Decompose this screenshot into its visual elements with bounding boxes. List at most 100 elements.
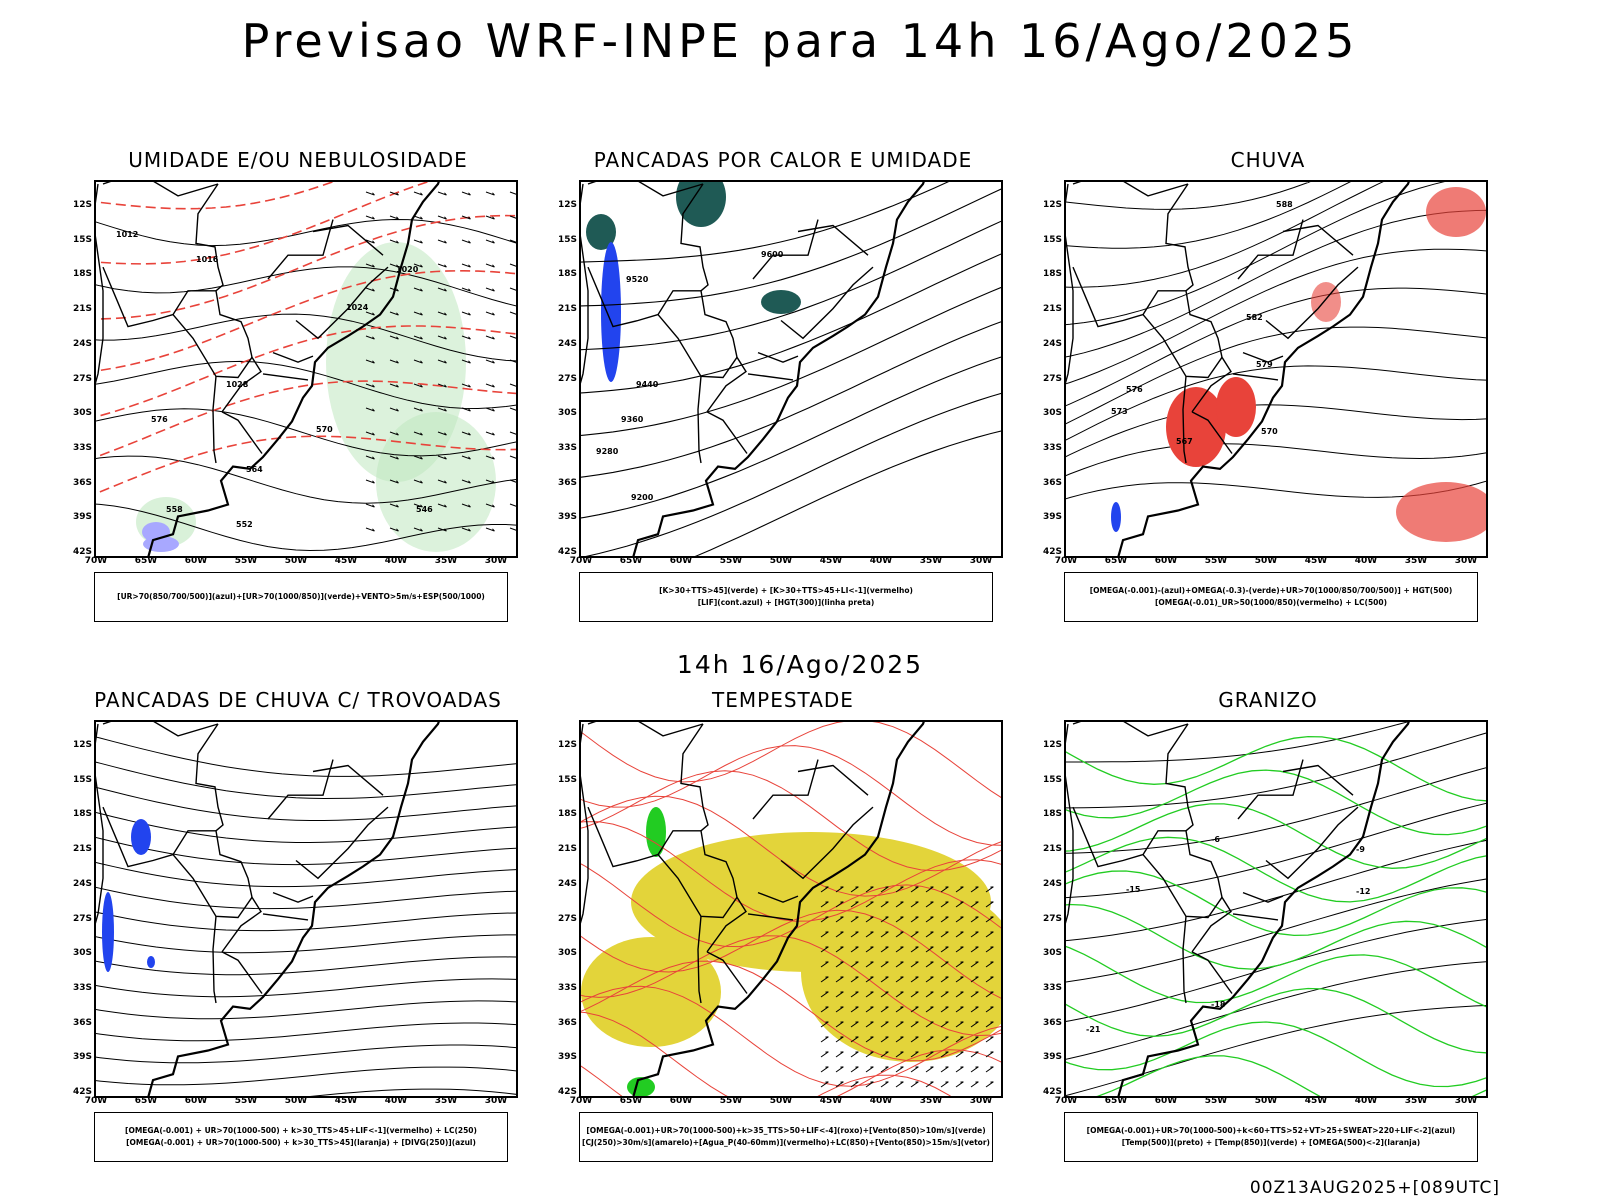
- panel-title: CHUVA: [1230, 148, 1306, 172]
- lat-tick-label: 27S: [557, 913, 577, 924]
- lat-tick-label: 27S: [1042, 373, 1062, 384]
- contour-line: [581, 985, 1001, 1087]
- state-border: [102, 182, 219, 197]
- contour-line: [581, 220, 1001, 351]
- wind-vector: [940, 931, 949, 938]
- state-border: [780, 266, 874, 340]
- wind-vector: [970, 931, 979, 938]
- contour-label: 1016: [196, 255, 219, 264]
- wind-vector: [865, 976, 874, 983]
- state-border: [1237, 759, 1304, 820]
- shaded-area: [801, 882, 1001, 1062]
- contour-line: [1066, 182, 1445, 326]
- wind-vector: [970, 886, 979, 893]
- lat-tick-label: 24S: [72, 878, 92, 889]
- wind-vector: [437, 479, 447, 484]
- lat-tick-label: 18S: [557, 809, 577, 820]
- wind-vector: [835, 916, 844, 923]
- lon-tick-label: 55W: [234, 1096, 258, 1106]
- lon-tick-label: 60W: [1154, 1096, 1178, 1106]
- lon-tick-label: 45W: [1304, 556, 1328, 566]
- wind-vector: [895, 916, 904, 923]
- state-border: [587, 266, 659, 328]
- wind-vector: [850, 1051, 859, 1058]
- shaded-area: [1426, 187, 1486, 237]
- wind-vector: [835, 1021, 844, 1028]
- state-border: [1237, 219, 1304, 280]
- contour-line: [1066, 767, 1486, 854]
- lon-tick-label: 45W: [334, 556, 358, 566]
- wind-vector: [985, 1036, 994, 1043]
- wind-vector: [437, 239, 447, 244]
- contour-line: [581, 795, 1001, 897]
- wind-vector: [910, 1066, 919, 1073]
- lon-tick-label: 60W: [669, 1096, 693, 1106]
- contour-label: 564: [246, 465, 263, 474]
- wind-vector: [895, 1051, 904, 1058]
- shaded-area: [646, 807, 666, 857]
- lon-tick-label: 50W: [1254, 556, 1278, 566]
- wind-vector: [970, 1036, 979, 1043]
- lat-tick-label: 39S: [72, 512, 92, 523]
- wind-vector: [485, 359, 495, 364]
- lon-tick-label: 50W: [1254, 1096, 1278, 1106]
- wind-vector: [413, 383, 423, 388]
- contour-line: [96, 1066, 516, 1086]
- lat-tick-label: 12S: [72, 200, 92, 210]
- lon-tick-label: 60W: [184, 1096, 208, 1106]
- lat-tick-label: 18S: [72, 809, 92, 820]
- wind-vector: [437, 503, 447, 508]
- panel-chuva: CHUVA 588 582 579 576 573 570 567 12S 15S 18S 21S 24…: [1018, 148, 1518, 638]
- panel-title: GRANIZO: [1218, 688, 1318, 712]
- contour-label: 9360: [621, 415, 644, 424]
- contour-line: [96, 182, 335, 210]
- lon-tick-label: 65W: [619, 556, 643, 566]
- wind-vector: [910, 1021, 919, 1028]
- wind-vector: [461, 527, 471, 532]
- panel-legend: [UR>70(850/700/500)](azul)+[UR>70(1000/8…: [94, 572, 508, 622]
- wind-vector: [880, 976, 889, 983]
- wind-vector: [437, 335, 447, 340]
- wind-vector: [461, 455, 471, 460]
- map-canvas: -6 -9 -12 -15 -18 -21: [1066, 722, 1486, 1096]
- wind-vector: [955, 901, 964, 908]
- state-border: [657, 314, 738, 379]
- wind-vector: [835, 991, 844, 998]
- wind-vector: [910, 916, 919, 923]
- state-border: [295, 806, 389, 880]
- lat-tick-label: 12S: [1042, 200, 1062, 210]
- wind-vector: [509, 287, 516, 291]
- state-border: [706, 951, 748, 994]
- wind-vector: [940, 991, 949, 998]
- wind-vector: [389, 359, 399, 364]
- wind-vector: [365, 503, 375, 508]
- wind-vector: [413, 359, 423, 364]
- lon-tick-label: 60W: [1154, 556, 1178, 566]
- wind-vector: [365, 479, 375, 484]
- wind-vector: [509, 311, 516, 315]
- state-border: [757, 351, 799, 363]
- wind-vector: [835, 901, 844, 908]
- wind-vector: [365, 431, 375, 436]
- lat-tick-label: 33S: [1042, 442, 1062, 453]
- contour-line: [581, 286, 1001, 437]
- lat-tick-label: 15S: [1042, 774, 1062, 785]
- coastline: [1117, 722, 1410, 1096]
- contour-line: [1066, 209, 1486, 358]
- lat-tick-label: 36S: [557, 477, 577, 488]
- lon-tick-label: 40W: [869, 556, 893, 566]
- wind-vector: [850, 886, 859, 893]
- wind-vector: [509, 503, 516, 507]
- lon-tick-label: 30W: [484, 556, 508, 566]
- wind-vector: [365, 311, 375, 316]
- contour-line: [309, 1088, 516, 1096]
- legend-line: [OMEGA(-0.001) + UR>70(1000-500) + k>30_…: [125, 1126, 477, 1135]
- wind-vector: [509, 191, 516, 195]
- wind-vector: [485, 503, 495, 508]
- wind-vector: [485, 407, 495, 412]
- wind-vector: [865, 1036, 874, 1043]
- lat-tick-label: 12S: [72, 740, 92, 750]
- wind-vector: [485, 191, 495, 196]
- wind-vector: [389, 263, 399, 268]
- wind-vector: [485, 239, 495, 244]
